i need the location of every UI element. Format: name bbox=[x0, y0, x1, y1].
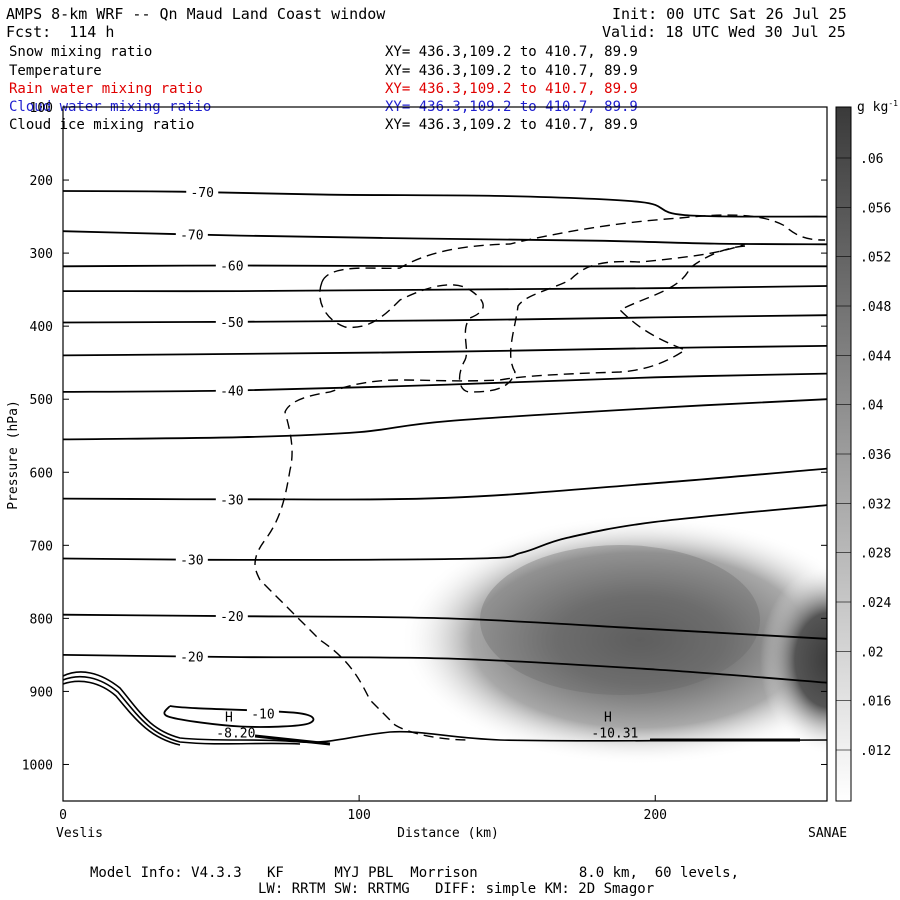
left-endpoint-label: Veslis bbox=[56, 826, 103, 841]
x-tick-label: 200 bbox=[644, 808, 667, 823]
x-axis-label: Distance (km) bbox=[397, 826, 499, 841]
colorbar-tick-label: .02 bbox=[860, 645, 883, 660]
colorbar-tick-label: .016 bbox=[860, 695, 891, 710]
y-tick-label: 500 bbox=[30, 393, 53, 408]
y-tick-label: 900 bbox=[30, 685, 53, 700]
y-axis-label: Pressure (hPa) bbox=[6, 400, 21, 510]
temperature-contours: -70 -70 -60 -50 -40 -30 -30 -20 -20 -10 bbox=[62, 183, 828, 728]
init-time: Init: 00 UTC Sat 26 Jul 25 bbox=[612, 5, 847, 23]
contour-label: -20 bbox=[180, 650, 203, 665]
cloud-ice-contours bbox=[254, 214, 826, 741]
forecast-hour: Fcst: 114 h bbox=[6, 23, 115, 41]
contour-label-bg bbox=[175, 648, 208, 664]
colorbar-unit: g kg-1 bbox=[857, 99, 898, 115]
temperature-contour bbox=[62, 264, 827, 268]
axes: 100 200 300 400 500 600 700 800 900 1000 0 100 200 bbox=[22, 101, 827, 823]
contour-label-bg bbox=[175, 551, 208, 567]
y-tick-label: 800 bbox=[30, 612, 53, 627]
contour-label: -70 bbox=[180, 228, 203, 243]
colorbar-tick-label: .06 bbox=[860, 152, 883, 167]
plot-frame bbox=[62, 106, 828, 802]
contour-label: -30 bbox=[180, 554, 203, 569]
high-marker-label: H bbox=[225, 710, 233, 725]
temperature-contour bbox=[62, 398, 828, 441]
colorbar-tick-label: .032 bbox=[860, 497, 891, 512]
x-tick-label: 0 bbox=[59, 808, 67, 823]
right-endpoint-label: SANAE bbox=[808, 826, 847, 841]
y-tick-label: 100 bbox=[30, 101, 53, 116]
high-marker-value: -8.20 bbox=[216, 726, 255, 741]
valid-time: Valid: 18 UTC Wed 30 Jul 25 bbox=[602, 23, 846, 41]
field-xy-snow: XY= 436.3,109.2 to 410.7, 89.9 bbox=[385, 44, 638, 60]
y-tick-label: 1000 bbox=[22, 758, 53, 773]
temperature-contour bbox=[62, 314, 828, 324]
footer-model-info: Model Info: V4.3.3 KF MYJ PBL Morrison 8… bbox=[90, 865, 740, 881]
field-name-snow: Snow mixing ratio bbox=[9, 44, 153, 60]
cloud-ice-contour-outer bbox=[254, 245, 746, 741]
field-xy-cloud-ice: XY= 436.3,109.2 to 410.7, 89.9 bbox=[385, 117, 638, 133]
contour-label: -10 bbox=[251, 708, 274, 723]
colorbar: .012 .016 .02 .024 .028 .032 .036 .04 .044 .048 .0… bbox=[835, 106, 891, 802]
colorbar-tick-label: .052 bbox=[860, 251, 891, 266]
y-tick-label: 200 bbox=[30, 174, 53, 189]
temperature-contour bbox=[62, 190, 828, 218]
y-tick-label: 300 bbox=[30, 247, 53, 262]
contour-label-bg bbox=[215, 608, 248, 624]
high-markers: H-8.20H-10.31 bbox=[216, 710, 638, 741]
contour-label-bg bbox=[246, 705, 279, 721]
contour-label: -70 bbox=[190, 186, 213, 201]
contour-label-bg bbox=[215, 313, 248, 329]
contour-label-bg bbox=[186, 183, 219, 199]
field-name-cloud-ice: Cloud ice mixing ratio bbox=[9, 117, 195, 133]
colorbar-tick-label: .012 bbox=[860, 744, 891, 759]
temperature-contour bbox=[62, 345, 828, 357]
contour-label-bg bbox=[215, 257, 248, 273]
terrain-lines bbox=[62, 671, 828, 746]
temperature-contour bbox=[62, 613, 828, 640]
y-tick-label: 400 bbox=[30, 320, 53, 335]
cloud-ice-contour-upper bbox=[321, 214, 826, 283]
terrain-line-2 bbox=[62, 675, 301, 745]
colorbar-tick-label: .056 bbox=[860, 201, 891, 216]
contour-label: -20 bbox=[220, 610, 243, 625]
contour-label: -60 bbox=[220, 260, 243, 275]
colorbar-tick-label: .024 bbox=[860, 596, 891, 611]
temperature-contour bbox=[62, 372, 828, 393]
y-tick-label: 600 bbox=[30, 466, 53, 481]
temperature-contour bbox=[163, 705, 315, 728]
colorbar-tick-label: .044 bbox=[860, 349, 891, 364]
temperature-contour bbox=[62, 467, 828, 501]
colorbar-tick-label: .048 bbox=[860, 300, 891, 315]
contour-label-bg bbox=[215, 491, 248, 507]
field-xy-rain: XY= 436.3,109.2 to 410.7, 89.9 bbox=[385, 81, 638, 97]
contour-label: -30 bbox=[220, 493, 243, 508]
chart-title: AMPS 8-km WRF -- Qn Maud Land Coast wind… bbox=[6, 5, 386, 23]
colorbar-tick-label: .04 bbox=[860, 399, 884, 414]
contour-label: -50 bbox=[220, 316, 243, 331]
temperature-contour bbox=[62, 285, 828, 293]
temperature-contour bbox=[62, 504, 828, 561]
high-marker-value: -10.31 bbox=[591, 726, 638, 741]
x-tick-label: 100 bbox=[347, 808, 370, 823]
contour-label-bg bbox=[175, 226, 208, 242]
snow-shading bbox=[400, 515, 827, 765]
colorbar-tick-label: .028 bbox=[860, 547, 891, 562]
field-name-rain: Rain water mixing ratio bbox=[9, 81, 203, 97]
high-marker-label: H bbox=[604, 710, 612, 725]
y-tick-label: 700 bbox=[30, 539, 53, 554]
terrain-line-1 bbox=[62, 671, 828, 744]
contour-label: -40 bbox=[220, 385, 243, 400]
field-name-temperature: Temperature bbox=[9, 63, 102, 79]
cloud-ice-contour-lower bbox=[319, 243, 746, 393]
field-xy-temperature: XY= 436.3,109.2 to 410.7, 89.9 bbox=[385, 63, 638, 79]
terrain-thick-segment bbox=[254, 734, 331, 746]
contour-label-bg bbox=[215, 382, 248, 398]
colorbar-tick-label: .036 bbox=[860, 448, 891, 463]
terrain-line-3 bbox=[62, 680, 181, 746]
footer-physics-info: LW: RRTM SW: RRTMG DIFF: simple KM: 2D S… bbox=[258, 881, 655, 897]
